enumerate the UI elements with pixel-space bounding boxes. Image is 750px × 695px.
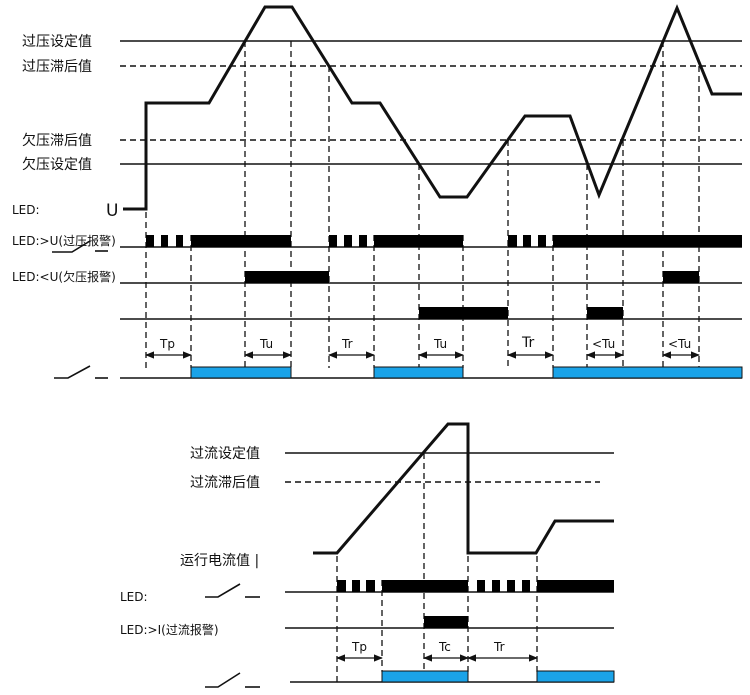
relay-switch-icon — [205, 672, 241, 688]
current-diagram: 过流设定值 过流滞后值 运行电流值 | LED: LED:>I — [120, 422, 615, 688]
relay-on-bar — [552, 366, 743, 379]
led-undervoltage-label: LED:<U(欠压报警) — [12, 269, 116, 284]
led-overcurrent-pulse — [424, 616, 468, 628]
current-time-markers — [336, 453, 538, 684]
voltage-diagram: 过压设定值 过压滞后值 欠压滞后值 欠压设定值 LED: U — [12, 4, 743, 379]
running-current-label: 运行电流值 | — [180, 553, 259, 569]
switch-open-icon — [205, 583, 241, 598]
led-undervoltage-pulse — [663, 271, 699, 283]
interval-label: Tr — [341, 337, 353, 351]
undervoltage-setpoint-label: 欠压设定值 — [22, 157, 92, 173]
led-undervoltage-pulse — [245, 271, 329, 283]
relay-on-bar — [190, 366, 292, 379]
voltage-signal-label: U — [106, 201, 118, 221]
led-overcurrent-label: LED:>I(过流报警) — [120, 622, 219, 637]
interval-label: Tu — [259, 337, 273, 351]
current-led-pulses — [337, 580, 614, 592]
overvoltage-hysteresis-label: 过压滞后值 — [22, 59, 92, 75]
time-markers — [145, 41, 700, 368]
overvoltage-setpoint-label: 过压设定值 — [22, 34, 92, 50]
interval-label: Tp — [159, 337, 175, 351]
interval-label: <Tu — [592, 337, 615, 351]
undervoltage-hysteresis-label: 欠压滞后值 — [22, 133, 92, 149]
voltage-intervals: Tp Tu Tr Tu Tr <Tu <Tu — [145, 335, 700, 359]
interval-label: Tr — [493, 640, 505, 654]
overcurrent-setpoint-label: 过流设定值 — [190, 446, 260, 462]
led-overvoltage-pulses — [146, 235, 742, 247]
relay-on-bar — [536, 670, 615, 683]
relay-switch-icon — [54, 365, 91, 379]
relay-on-bar — [381, 670, 469, 683]
led-overvoltage-label: LED:>U(过压报警) — [12, 233, 116, 248]
interval-label: Tu — [433, 337, 447, 351]
interval-label: Tp — [351, 640, 367, 654]
undervoltage-state-pulse — [587, 307, 623, 319]
interval-label: <Tu — [668, 337, 691, 351]
switch-open-icon — [52, 240, 91, 253]
overcurrent-hysteresis-label: 过流滞后值 — [190, 475, 260, 491]
voltage-waveform — [123, 4, 742, 211]
current-waveform — [313, 422, 614, 555]
led-label: LED: — [12, 203, 40, 217]
relay-on-bar — [373, 366, 464, 379]
interval-label: Tr — [521, 335, 534, 351]
current-led-label: LED: — [120, 590, 148, 604]
current-intervals: Tp Tc Tr — [336, 640, 538, 662]
interval-label: Tc — [438, 640, 451, 654]
undervoltage-state-pulse — [419, 307, 508, 319]
